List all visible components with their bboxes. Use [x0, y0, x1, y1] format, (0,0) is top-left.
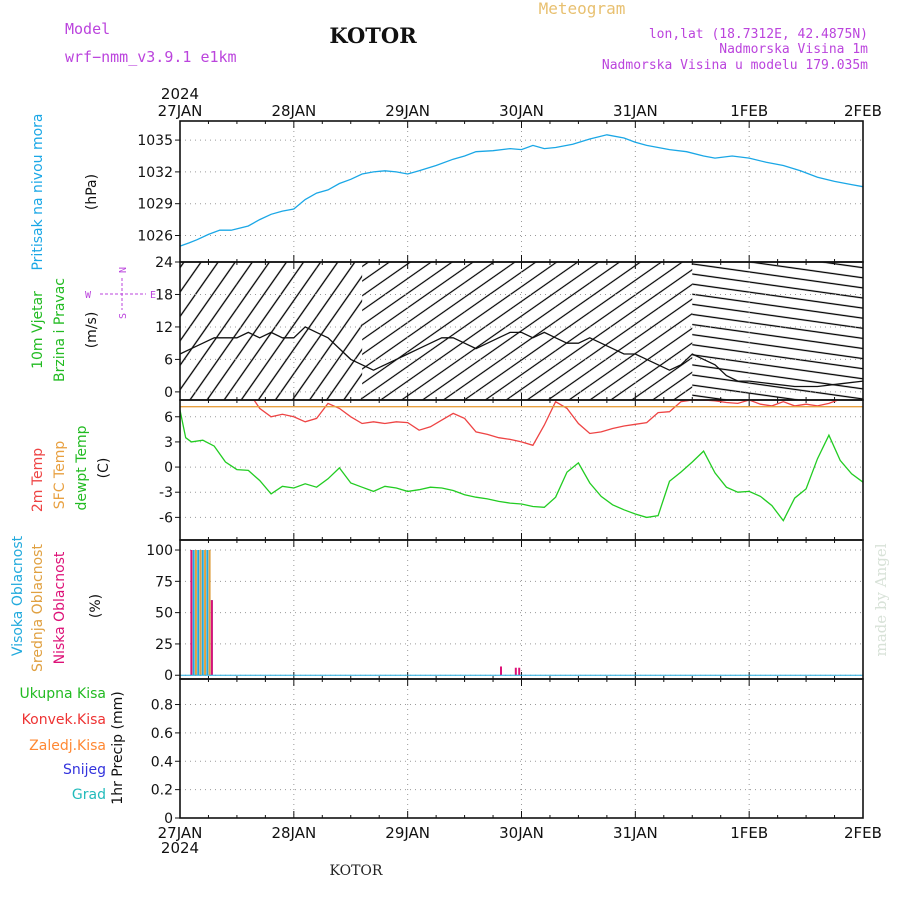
legend-freezing-rain: Zaledj.Kisa [29, 738, 106, 754]
y-tick-label: 0 [164, 668, 173, 684]
wind-vector-band [464, 262, 511, 400]
wind-ylabel-line2: Brzina i Pravac [52, 278, 68, 382]
wind-ylabel: 10m Vjetar Brzina i Pravac (m/s) [30, 278, 100, 382]
y-tick-label: 50 [155, 606, 173, 622]
x-tick-label-top: 2FEB [844, 102, 882, 120]
y-tick-label: 6 [164, 352, 173, 368]
model-elevation-label: Nadmorska Visina u modelu 179.035m [602, 58, 868, 73]
elevation-label: Nadmorska Visina 1m [719, 42, 868, 57]
wind-ylabel-unit: (m/s) [84, 312, 100, 349]
compass-east: E [150, 290, 156, 301]
wind-vector-band [430, 262, 465, 400]
model-name: wrf−nmm_v3.9.1 e1km [65, 48, 237, 66]
wind-vector-band [316, 262, 363, 400]
cloud-ylabel-mid: Srednja Oblacnost [30, 544, 46, 672]
y-tick-label: 6 [164, 410, 173, 426]
y-tick-label: 0 [164, 385, 173, 401]
y-tick-label: 12 [155, 320, 173, 336]
y-tick-label: 3 [164, 435, 173, 451]
wind-vector-band [236, 262, 317, 400]
x-tick-label-top: 30JAN [499, 102, 544, 120]
pressure-ylabel-name: Pritisak na nivou mora [30, 113, 46, 270]
panel-frame-precip [179, 678, 864, 819]
cloud-ylabel: Visoka Oblacnost Srednja Oblacnost Niska… [10, 535, 104, 672]
x-tick-label-bottom: 30JAN [499, 824, 544, 842]
x-tick-label-bottom: 1FEB [730, 824, 768, 842]
temp-ylabel-2m: 2m Temp [30, 448, 46, 512]
compass-south: S [118, 313, 129, 319]
x-tick-label-top: 28JAN [271, 102, 316, 120]
y-tick-label: 18 [155, 287, 173, 303]
x-tick-label-top: 1FEB [730, 102, 768, 120]
footer-station: KOTOR [330, 863, 383, 879]
legend-snow: Snijeg [63, 762, 106, 778]
wind-vector-band [589, 262, 659, 400]
pressure-ylabel-unit: (hPa) [84, 174, 100, 210]
watermark: made by Angel [872, 543, 890, 656]
precip-ylabel: 1hr Precip (mm) [110, 691, 126, 804]
legend-convective-rain: Konvek.Kisa [22, 712, 106, 728]
wind-vector-band [362, 262, 431, 400]
y-tick-label: 1029 [137, 197, 173, 213]
y-tick-label: -3 [159, 485, 173, 501]
y-tick-label: 24 [155, 255, 173, 271]
wind-vector-band [658, 262, 693, 400]
station-title: KOTOR [329, 23, 417, 48]
series-line-brzina [179, 326, 864, 388]
temp-ylabel: 2m Temp SFC Temp dewpt Temp (C) [30, 425, 112, 512]
y-tick-label: 100 [146, 543, 173, 559]
x-tick-label-top: 27JAN [158, 102, 203, 120]
year-label-bottom: 2024 [161, 839, 199, 857]
y-tick-label: 0.2 [151, 783, 173, 799]
x-tick-label-bottom: 31JAN [613, 824, 658, 842]
year-label-top: 2024 [161, 85, 199, 103]
x-tick-label-bottom: 27JAN [158, 824, 203, 842]
wind-ylabel-line1: 10m Vjetar [30, 291, 46, 369]
x-tick-label-bottom: 29JAN [385, 824, 430, 842]
y-tick-label: 1032 [137, 165, 173, 181]
y-tick-label: 1035 [137, 133, 173, 149]
y-tick-label: 1026 [137, 228, 173, 244]
y-tick-label: 0.6 [151, 726, 173, 742]
wind-vector-band [180, 262, 237, 400]
cloud-ylabel-unit: (%) [88, 594, 104, 618]
legend-total-rain: Ukupna Kisa [19, 686, 106, 702]
lonlat-label: lon,lat (18.7312E, 42.4875N) [649, 27, 868, 42]
plot-area: 1026 1029 1032 1035 0 6 12 18 24 -6 -3 0 3 6 0 25 50 75 10… [137, 102, 882, 842]
y-tick-label: 0 [164, 811, 173, 827]
pressure-ylabel: Pritisak na nivou mora (hPa) [30, 113, 100, 270]
x-tick-label-bottom: 2FEB [844, 824, 882, 842]
y-tick-label: 0 [164, 460, 173, 476]
cloud-ylabel-high: Visoka Oblacnost [10, 535, 26, 656]
wind-vector-band [510, 262, 556, 400]
temp-ylabel-sfc: SFC Temp [52, 441, 68, 510]
model-label: Model [65, 20, 110, 38]
y-tick-label: -6 [159, 510, 173, 526]
y-tick-label: 75 [155, 574, 173, 590]
temp-ylabel-dewpt: dewpt Temp [74, 425, 90, 510]
temp-ylabel-unit: (C) [96, 458, 112, 479]
series-line-2m-temp [253, 399, 839, 447]
y-tick-label: 0.4 [151, 754, 173, 770]
y-tick-label: 25 [155, 637, 173, 653]
legend-hail: Grad [72, 787, 106, 803]
series-line-pritisak-na-nivou-mora [179, 134, 864, 247]
y-tick-label: 0.8 [151, 698, 173, 714]
x-tick-label-top: 31JAN [613, 102, 658, 120]
wind-vector-band [555, 262, 590, 400]
series-line-dewpt-temp [179, 409, 864, 522]
wind-compass: N S W E [85, 267, 156, 319]
precip-ylabel-name: 1hr Precip (mm) [110, 691, 126, 804]
wind-vector-field [180, 262, 863, 400]
wind-vector-band [692, 262, 863, 400]
x-tick-label-bottom: 28JAN [271, 824, 316, 842]
meteogram-title: Meteogram [539, 0, 626, 18]
cloud-ylabel-low: Niska Oblacnost [52, 551, 68, 664]
x-tick-label-top: 29JAN [385, 102, 430, 120]
compass-west: W [85, 290, 92, 301]
precip-legend: Ukupna Kisa Konvek.Kisa Zaledj.Kisa Snij… [19, 686, 106, 803]
compass-north: N [118, 267, 129, 273]
